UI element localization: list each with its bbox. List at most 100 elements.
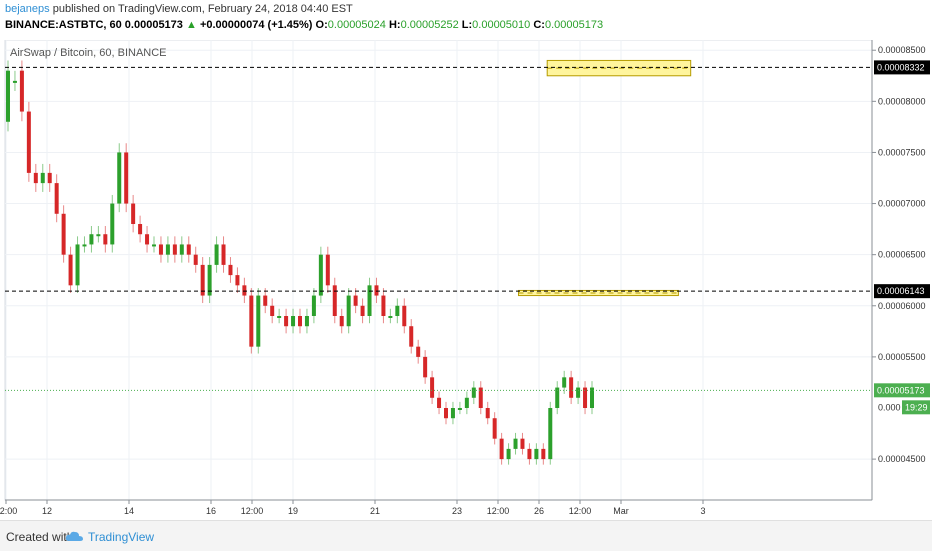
candle-body bbox=[242, 285, 247, 296]
candle-body bbox=[555, 387, 560, 408]
candle-body bbox=[346, 295, 351, 327]
x-tick-label: 12:00 bbox=[241, 506, 264, 516]
candle-body bbox=[12, 80, 17, 83]
level-label-bg bbox=[874, 60, 930, 75]
open-value: 0.00005024 bbox=[327, 19, 386, 31]
chart-frame[interactable]: AirSwap / Bitcoin, 60, BINANCE 0.0000833… bbox=[0, 40, 932, 518]
x-axis[interactable]: 12:00 12 14 16 12:00 19 21 23 12:00 26 12:00 Mar 3 bbox=[0, 499, 872, 516]
candle-body bbox=[138, 224, 143, 235]
x-tick-label: 16 bbox=[206, 506, 216, 516]
candle-body bbox=[131, 203, 136, 224]
candle-body bbox=[284, 316, 289, 327]
chart-header: bejaneps published on TradingView.com, F… bbox=[0, 0, 932, 40]
candle-body bbox=[402, 305, 407, 327]
candle-body bbox=[457, 408, 462, 410]
x-tick-label: 14 bbox=[124, 506, 134, 516]
footer-bar: Created with TradingView bbox=[0, 520, 932, 551]
candle-body bbox=[82, 244, 87, 247]
candle-body bbox=[33, 172, 38, 184]
candle-body bbox=[471, 387, 476, 398]
close-value: 0.00005173 bbox=[544, 19, 604, 31]
candle-body bbox=[423, 356, 428, 378]
price-chart[interactable]: AirSwap / Bitcoin, 60, BINANCE 0.0000833… bbox=[0, 40, 932, 518]
candle-body bbox=[569, 377, 574, 398]
level-label-bg bbox=[874, 284, 930, 299]
candle-body bbox=[291, 316, 296, 327]
candle-body bbox=[541, 448, 546, 460]
candle-body bbox=[367, 285, 372, 316]
candle-body bbox=[576, 387, 581, 398]
countdown-bg bbox=[902, 400, 930, 415]
candle-body bbox=[193, 254, 198, 265]
last-price-label: 0.00005173 bbox=[877, 385, 925, 395]
y-tick-label: 0.00008500 bbox=[878, 45, 926, 55]
candle-body bbox=[179, 244, 184, 255]
candle-body bbox=[444, 408, 448, 419]
candle-body bbox=[249, 295, 254, 347]
candle-body bbox=[89, 234, 94, 245]
open-label: O: bbox=[315, 19, 328, 31]
tradingview-link[interactable]: TradingView bbox=[88, 530, 155, 544]
candle-body bbox=[61, 213, 66, 255]
candle-body bbox=[485, 408, 490, 419]
candle-body bbox=[325, 254, 330, 286]
candle-body bbox=[186, 244, 191, 255]
candle-body bbox=[158, 244, 163, 255]
x-tick-label: 12 bbox=[42, 506, 52, 516]
candle-body bbox=[360, 305, 365, 316]
x-tick-label: 26 bbox=[534, 506, 544, 516]
high-label: H: bbox=[388, 19, 401, 31]
candle-body bbox=[409, 326, 414, 347]
level-label: 0.00008332 bbox=[877, 62, 925, 72]
candle-body bbox=[388, 316, 393, 318]
candle-body bbox=[311, 295, 316, 316]
candle-body bbox=[339, 316, 344, 327]
candle-body bbox=[124, 152, 129, 204]
candle-body bbox=[416, 346, 421, 357]
candle-body bbox=[235, 275, 240, 286]
x-tick-label: 12:00 bbox=[569, 506, 592, 516]
candle-body bbox=[381, 295, 386, 316]
close-label: C: bbox=[533, 19, 545, 31]
partial-price-label: 0.000 bbox=[878, 402, 901, 412]
candle-body bbox=[54, 183, 59, 214]
candle-body bbox=[172, 244, 177, 255]
high-value: 0.00005252 bbox=[400, 19, 459, 31]
x-tick-label: 3 bbox=[700, 506, 705, 516]
candle-body bbox=[527, 448, 532, 460]
low-value: 0.00005010 bbox=[472, 19, 531, 31]
candle-body bbox=[464, 397, 469, 408]
candle-body bbox=[304, 316, 309, 327]
price-levels: 0.00008332 0.00006143 0.00005173 0.000 19:29 bbox=[5, 60, 930, 415]
candle-body bbox=[26, 111, 31, 173]
x-tick-label: 12:00 bbox=[487, 506, 510, 516]
candle-body bbox=[40, 172, 45, 184]
ohlc-line: BINANCE:ASTBTC, 60 0.00005173 ▲ +0.00000… bbox=[5, 19, 603, 31]
candle-body bbox=[583, 387, 588, 408]
x-tick-label: 21 bbox=[370, 506, 380, 516]
candle-body bbox=[298, 316, 302, 327]
candle-body bbox=[75, 244, 80, 286]
zones bbox=[518, 59, 692, 297]
candle-body bbox=[165, 244, 170, 255]
x-tick-label: Mar bbox=[613, 506, 629, 516]
candle-body bbox=[256, 295, 261, 347]
candle-body bbox=[6, 70, 10, 122]
y-axis[interactable]: 0.00008500 0.00008000 0.00007500 0.00007000… bbox=[871, 40, 926, 500]
author-link[interactable]: bejaneps bbox=[5, 3, 50, 15]
candle-body bbox=[353, 295, 358, 306]
candle-body bbox=[270, 305, 275, 316]
candle-body bbox=[145, 234, 150, 245]
candle-body bbox=[590, 387, 594, 408]
candle-body bbox=[221, 244, 226, 265]
chart-title: AirSwap / Bitcoin, 60, BINANCE bbox=[10, 47, 167, 59]
candle-body bbox=[200, 264, 205, 296]
price-change: +0.00000074 (+1.45%) bbox=[199, 19, 313, 31]
x-tick-label: 19 bbox=[288, 506, 298, 516]
candle-body bbox=[96, 234, 101, 237]
candle-body bbox=[506, 448, 511, 460]
y-tick-label: 0.00006500 bbox=[878, 250, 926, 260]
candle-body bbox=[318, 254, 323, 296]
low-label: L: bbox=[461, 19, 473, 31]
candles bbox=[6, 60, 594, 465]
